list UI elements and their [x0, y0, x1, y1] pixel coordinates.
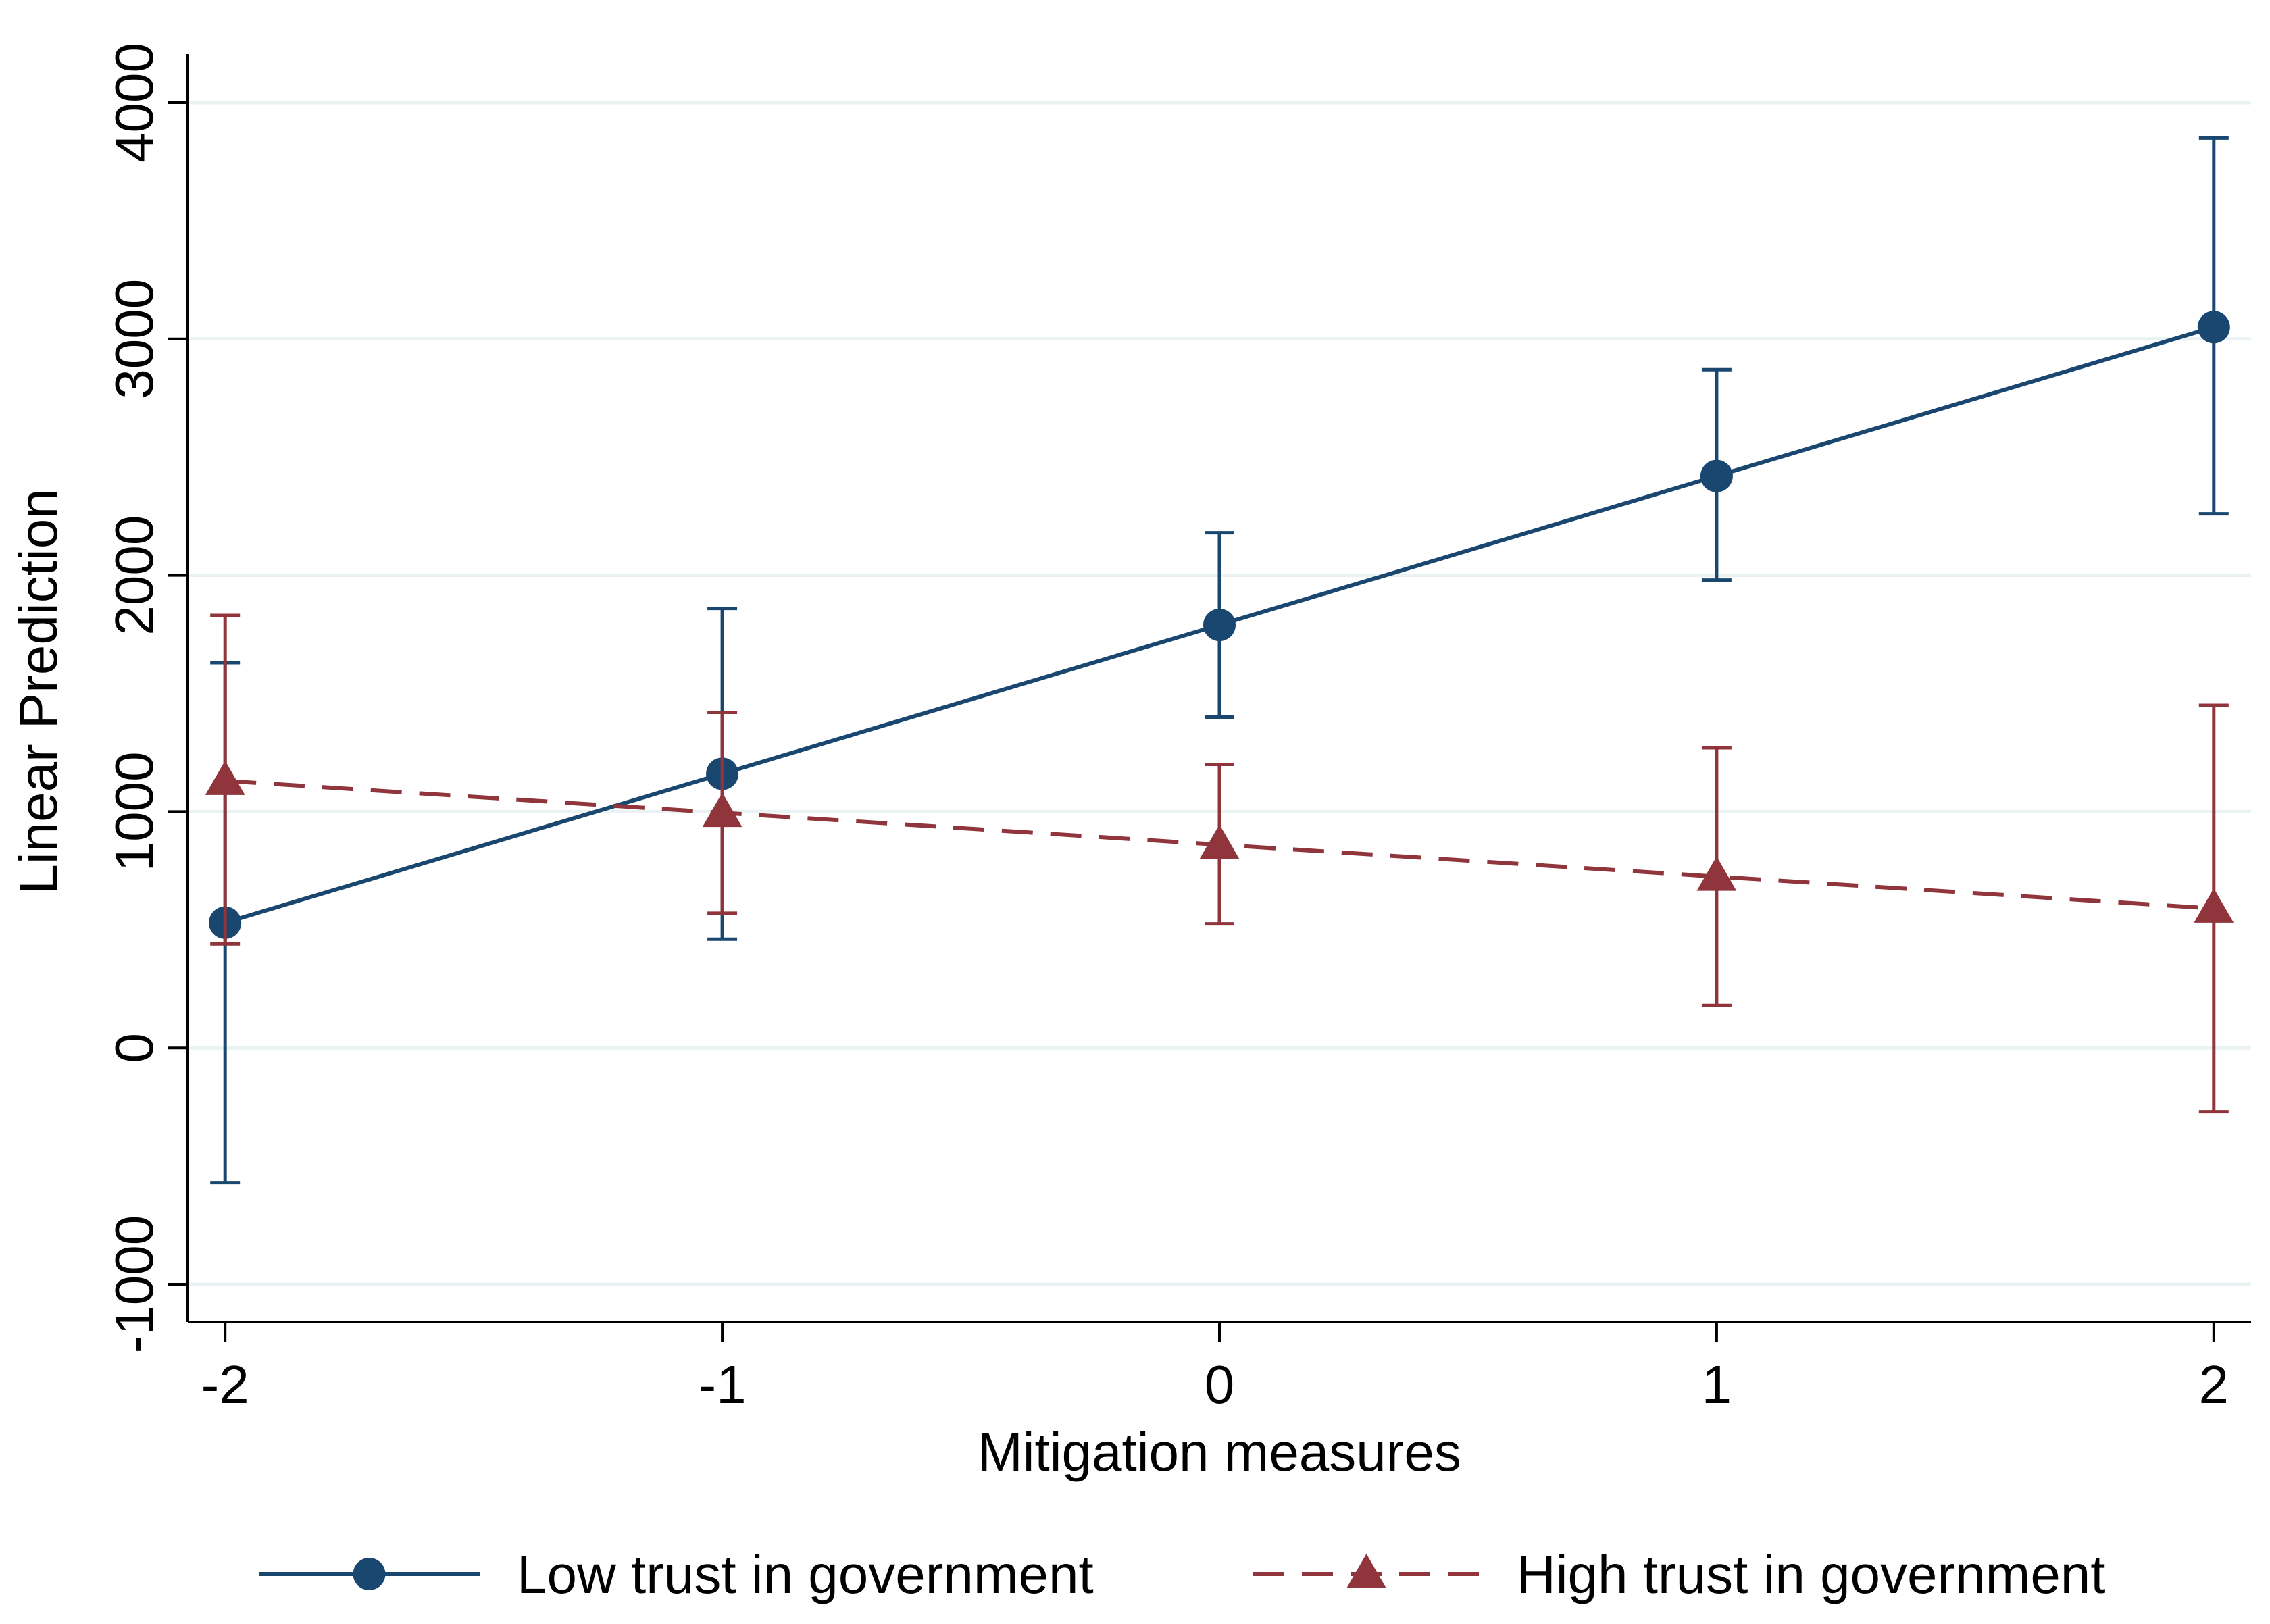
- x-tick-label: -1: [699, 1354, 747, 1415]
- y-tick-label: 1000: [104, 751, 164, 871]
- x-tick-label: 1: [1702, 1354, 1732, 1415]
- y-axis-title: Linear Prediction: [8, 488, 68, 894]
- legend-label: High trust in government: [1517, 1544, 2106, 1604]
- axes: -1000 0 1000 2000 3000 4000 -2 -1 0 1 2: [104, 43, 2251, 1415]
- x-axis-title: Mitigation measures: [978, 1422, 1461, 1482]
- legend-label: Low trust in government: [517, 1544, 1094, 1604]
- y-tick-label: -1000: [104, 1215, 164, 1354]
- data-point: [2194, 888, 2234, 923]
- y-tick-label: 2000: [104, 515, 164, 636]
- data-point: [1199, 824, 1240, 859]
- data-point: [702, 792, 742, 828]
- data-point: [1696, 856, 1737, 891]
- data-point: [2197, 311, 2230, 344]
- data-point: [1203, 609, 1236, 642]
- legend-marker: [1346, 1554, 1386, 1588]
- y-tick-label: 0: [104, 1033, 164, 1063]
- legend-item: Low trust in government: [259, 1544, 1094, 1604]
- x-tick-label: -2: [201, 1354, 249, 1415]
- legend-item: High trust in government: [1253, 1544, 2106, 1604]
- data-point: [1700, 459, 1733, 492]
- data-point: [205, 760, 245, 795]
- legend-marker: [353, 1558, 386, 1590]
- series-high-trust: [205, 613, 2234, 1114]
- y-tick-label: 3000: [104, 279, 164, 399]
- x-tick-label: 0: [1205, 1354, 1235, 1415]
- y-tick-label: 4000: [104, 43, 164, 163]
- x-tick-label: 2: [2199, 1354, 2229, 1415]
- plot-area: [205, 136, 2234, 1185]
- legend: Low trust in government High trust in gov…: [259, 1544, 2106, 1604]
